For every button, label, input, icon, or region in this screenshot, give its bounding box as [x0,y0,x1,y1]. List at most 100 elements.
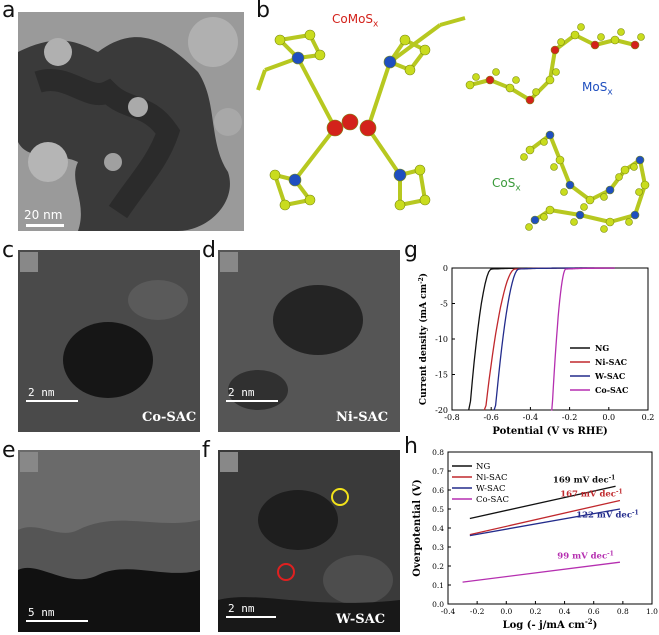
sulfur-atom [304,194,316,206]
highlight-circle-red [277,563,295,581]
co-atom [630,40,640,50]
bond [548,49,557,81]
y-tick-label: 0.2 [432,562,444,571]
sulfur-atom [394,199,406,211]
sulfur-atom [637,33,645,41]
x-axis-label: Potential (V vs RHE) [492,426,607,437]
sulfur-atom [314,49,326,61]
bond [609,213,636,224]
y-tick-label: -15 [435,371,448,380]
mo-atom [393,168,407,182]
sulfur-atom [640,180,650,190]
bond [633,184,647,216]
sulfur-atom [545,75,555,85]
sulfur-atom [617,28,625,36]
x-tick-label: 0.6 [588,607,600,616]
sulfur-atom [630,163,638,171]
sulfur-atom [555,155,565,165]
sulfur-atom [570,30,580,40]
y-axis-label: Overpotential (V) [412,479,423,576]
x-tick-label: 0.8 [617,607,629,616]
haadf-texture-e [18,450,200,632]
x-axis-label-sup: -2 [585,617,593,626]
legend-label: NG [595,343,609,353]
bond [366,126,402,177]
x-tick-label: 0.2 [529,607,541,616]
sample-label-d: Ni-SAC [336,410,389,425]
sulfur-atom [635,188,643,196]
x-tick-label: -0.4 [441,607,456,616]
panel-letter-g: g [404,238,418,263]
sulfur-atom [269,169,281,181]
legend-label: Ni-SAC [476,473,508,483]
bond [528,78,552,102]
series-line-ni-sac [469,499,621,536]
y-tick-label: -5 [440,300,448,309]
co-atom [341,113,359,131]
x-tick-label: 0.4 [559,607,571,616]
sulfur-atom [597,33,605,41]
y-tick-label: 0.5 [432,505,444,514]
haadf-texture-d [218,250,400,432]
sulfur-atom [419,44,431,56]
bond [549,208,581,217]
x-tick-label: -0.4 [523,413,538,422]
panel-letter-c: c [2,238,15,263]
slope-label-ng: 169 mV dec-1 [553,474,615,486]
label-comos: CoMoSx [332,12,379,30]
bond [558,159,572,186]
slope-label-co-sac: 99 mV dec-1 [557,550,614,562]
scale-label-e: 5 nm [28,606,55,619]
sample-label-f: W-SAC [336,612,386,627]
sulfur-atom [279,199,291,211]
bond [293,126,337,182]
y-tick-label: 0.6 [432,486,444,495]
y-tick-label: 0.4 [432,524,444,533]
sulfur-atom [419,194,431,206]
panel-letter-a: a [2,0,16,23]
y-tick-label: 0.8 [432,448,444,457]
panel-letter-f: f [202,438,210,463]
bond [366,61,392,129]
sulfur-atom [465,80,475,90]
haadf-image-f: 2 nm W-SAC [218,450,400,632]
x-axis-label-end: ) [593,620,598,631]
mo-atom [630,210,640,220]
tem-texture [18,12,244,231]
scale-label-d: 2 nm [228,386,255,399]
sulfur-atom [615,173,623,181]
slope-label-main: 99 mV dec [557,551,607,561]
polarization-curve-chart: -0.8 -0.6 -0.4 -0.2 0.0 0.2 0 -5 -10 -15 -20 Potent… [418,264,655,437]
y-tick-label: -20 [435,406,448,415]
x-axis-label: Log (- j/mA cm-2) [503,617,598,632]
panel-letter-e: e [2,438,16,463]
x-tick-label: 0.2 [642,413,655,422]
bond [388,23,442,64]
bond [256,69,267,91]
label-mos: MoSx [582,80,613,98]
sulfur-atom [577,23,585,31]
sulfur-atom [492,68,500,76]
scale-bar-a [26,224,64,227]
haadf-image-e: 5 nm [18,450,200,632]
slope-label-sup: -1 [616,488,623,495]
sulfur-atom [600,225,608,233]
highlight-circle-yellow [331,488,349,506]
molecule-structures [256,16,650,233]
tem-image-a: 20 nm [18,12,244,231]
y-tick-label: -10 [435,335,448,344]
sulfur-atom [550,163,558,171]
legend-label: W-SAC [594,371,625,381]
sulfur-atom [512,76,520,84]
sulfur-atom [525,223,533,231]
co-atom [525,95,535,105]
slope-label-sup: -1 [609,474,616,481]
co-atom [550,45,560,55]
co-atom [359,119,377,137]
sulfur-atom [580,203,588,211]
sulfur-atom [620,165,630,175]
haadf-texture-c [18,250,200,432]
x-tick-label: -0.6 [483,413,498,422]
sulfur-atom [560,188,568,196]
series-line-co-sac [551,267,615,411]
